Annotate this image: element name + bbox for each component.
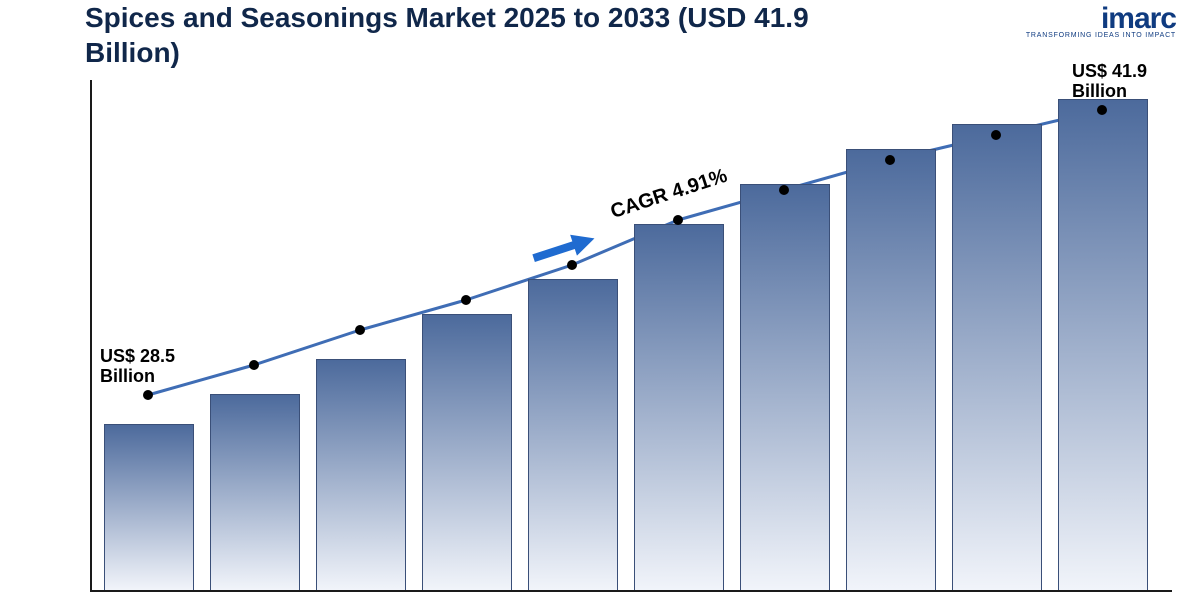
bar — [740, 184, 830, 590]
line-marker — [355, 325, 365, 335]
chart-title: Spices and Seasonings Market 2025 to 203… — [85, 0, 885, 70]
line-marker — [991, 130, 1001, 140]
line-marker — [461, 295, 471, 305]
bar — [1058, 99, 1148, 590]
bar — [952, 124, 1042, 590]
chart-root: Spices and Seasonings Market 2025 to 203… — [0, 0, 1200, 600]
bar — [316, 359, 406, 590]
line-marker — [249, 360, 259, 370]
line-marker — [143, 390, 153, 400]
brand-logo: imarc TRANSFORMING IDEAS INTO IMPACT — [1026, 2, 1176, 39]
line-marker — [1097, 105, 1107, 115]
bar — [634, 224, 724, 590]
start-value-label: US$ 28.5Billion — [100, 347, 175, 387]
end-value-label: US$ 41.9Billion — [1072, 62, 1147, 102]
bar — [846, 149, 936, 590]
bar — [210, 394, 300, 590]
line-marker — [779, 185, 789, 195]
brand-logo-tagline: TRANSFORMING IDEAS INTO IMPACT — [1026, 32, 1176, 39]
bar — [104, 424, 194, 590]
line-marker — [885, 155, 895, 165]
bar — [528, 279, 618, 590]
brand-logo-text: imarc — [1026, 2, 1176, 36]
bar — [422, 314, 512, 590]
plot-area: US$ 28.5BillionUS$ 41.9BillionCAGR 4.91% — [90, 80, 1172, 592]
line-marker — [673, 215, 683, 225]
